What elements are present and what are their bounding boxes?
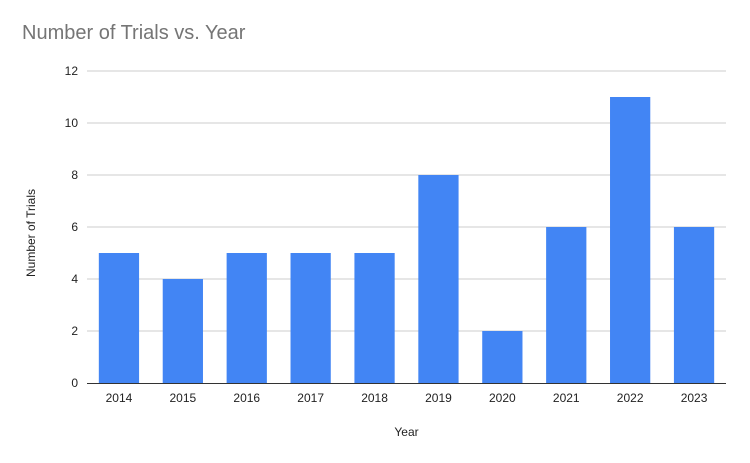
- bar-2021: [546, 227, 587, 383]
- bar-2022: [610, 97, 651, 383]
- bars: [98, 97, 715, 383]
- x-tick-label: 2023: [681, 391, 708, 405]
- y-axis-title: Number of Trials: [24, 189, 38, 277]
- x-tick-label: 2014: [106, 391, 133, 405]
- x-tick-label: 2020: [489, 391, 516, 405]
- bar-2017: [290, 253, 331, 383]
- y-tick-label: 4: [71, 272, 78, 286]
- y-tick-label: 6: [71, 220, 78, 234]
- y-tick-label: 12: [65, 64, 79, 78]
- y-tick-labels: 0 2 4 6 8 10 12: [65, 64, 79, 390]
- x-tick-label: 2022: [617, 391, 644, 405]
- x-axis-title: Year: [394, 425, 418, 439]
- bar-2020: [482, 331, 523, 383]
- bar-2019: [418, 175, 459, 383]
- x-tick-label: 2021: [553, 391, 580, 405]
- x-tick-label: 2017: [297, 391, 324, 405]
- x-tick-label: 2016: [233, 391, 260, 405]
- bar-2016: [226, 253, 267, 383]
- chart-title: Number of Trials vs. Year: [22, 22, 246, 44]
- bar-2014: [98, 253, 140, 383]
- x-tick-label: 2018: [361, 391, 388, 405]
- y-tick-label: 8: [71, 168, 78, 182]
- y-tick-label: 2: [71, 324, 78, 338]
- x-tick-labels: 2014 2015 2016 2017 2018 2019 2020 2021 2022 2023: [106, 391, 708, 405]
- y-tick-label: 10: [65, 116, 79, 130]
- bar-2023: [673, 227, 715, 383]
- x-tick-label: 2015: [169, 391, 196, 405]
- x-tick-label: 2019: [425, 391, 452, 405]
- y-tick-label: 0: [71, 376, 78, 390]
- bar-2018: [354, 253, 395, 383]
- bar-2015: [162, 279, 203, 383]
